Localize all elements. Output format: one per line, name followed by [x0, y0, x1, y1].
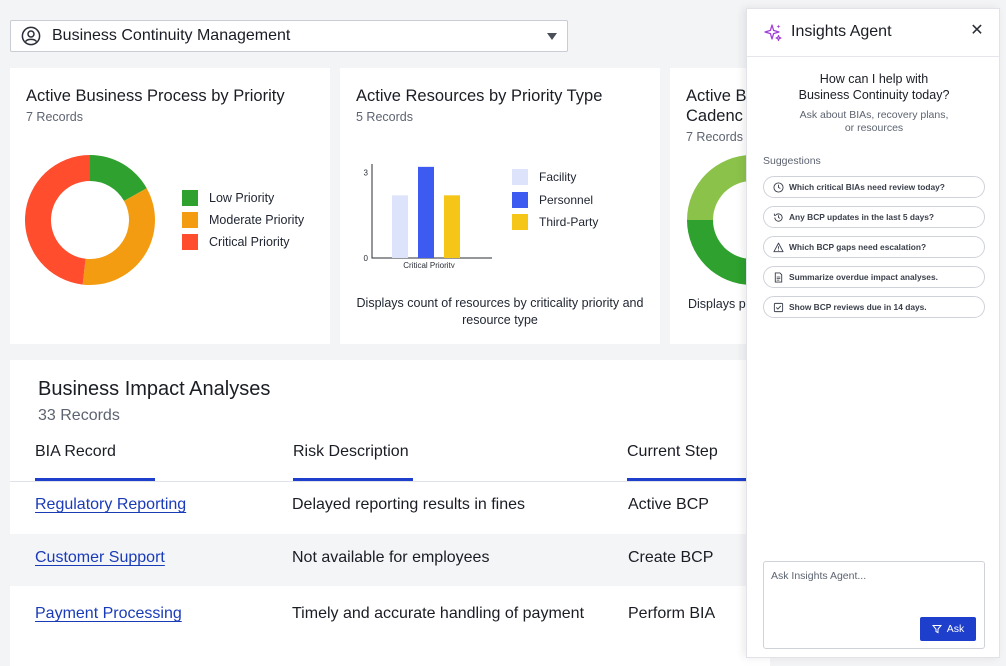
suggestion-text: Any BCP updates in the last 5 days?: [789, 212, 935, 222]
legend-swatch: [512, 191, 528, 208]
y-tick-label: 3: [364, 169, 369, 178]
chart-legend: Low Priority Moderate Priority Critical …: [182, 187, 304, 253]
risk-description: Delayed reporting results in fines: [292, 496, 526, 513]
legend-item: Moderate Priority: [182, 209, 304, 231]
card-description: Displays p: [688, 297, 746, 311]
card-resources-priority-type: Active Resources by Priority Type 5 Reco…: [340, 68, 660, 344]
donut-slice[interactable]: [687, 155, 752, 220]
suggestion-text: Summarize overdue impact analyses.: [789, 272, 938, 282]
table-title: Business Impact Analyses: [38, 378, 271, 400]
table-row[interactable]: Customer Support Not available for emplo…: [10, 534, 770, 586]
chart-legend: Facility Personnel Third-Party: [512, 166, 598, 234]
document-icon: [774, 271, 783, 283]
legend-item: Low Priority: [182, 187, 304, 209]
legend-swatch: [182, 190, 198, 206]
legend-item: Critical Priority: [182, 231, 304, 253]
donut-slice[interactable]: [90, 155, 147, 201]
ask-button-label: Ask: [946, 623, 965, 635]
suggestion-text: Which BCP gaps need escalation?: [789, 242, 927, 252]
business-selector[interactable]: Business Continuity Management: [10, 20, 568, 52]
table-row[interactable]: Payment Processing Timely and accurate h…: [10, 590, 770, 642]
agent-title: Insights Agent: [791, 23, 892, 40]
card-description: Displays count of resources by criticali…: [356, 296, 644, 327]
card-cadence: Active B Cadenc 7 Records Displays p: [670, 68, 760, 344]
card-title: Active Business Process by Priority: [26, 87, 285, 105]
clock-icon: [773, 181, 784, 193]
cadence-donut-chart: [687, 155, 760, 285]
donut-slice[interactable]: [687, 155, 760, 285]
legend-swatch: [512, 169, 528, 186]
table-row[interactable]: Regulatory Reporting Delayed reporting r…: [10, 481, 770, 533]
card-title: Active Resources by Priority Type: [356, 87, 603, 105]
legend-label: Facility: [539, 170, 577, 185]
donut-slice[interactable]: [25, 155, 91, 285]
legend-label: Third-Party: [539, 215, 599, 230]
card-records: 5 Records: [356, 110, 413, 124]
column-underline: [35, 478, 155, 482]
bia-record-link[interactable]: Payment Processing: [35, 605, 182, 622]
column-header-risk-description[interactable]: Risk Description: [293, 443, 409, 460]
current-step: Active BCP: [628, 496, 709, 513]
legend-swatch: [182, 234, 198, 250]
agent-greeting: How can I help with Business Continuity t…: [798, 72, 950, 102]
selector-value: Business Continuity Management: [52, 27, 291, 44]
column-underline: [293, 478, 413, 482]
checkbox-icon: [773, 302, 784, 312]
card-records: 7 Records: [686, 130, 743, 144]
priority-donut-chart: [25, 155, 155, 285]
card-records: 7 Records: [26, 110, 83, 124]
legend-label: Critical Priority: [209, 235, 290, 249]
x-category-label: Critical Priority: [403, 261, 455, 268]
ask-box: Ask: [763, 561, 985, 649]
bia-table-panel: Business Impact Analyses 33 Records BIA …: [10, 360, 770, 666]
suggestion-text: Show BCP reviews due in 14 days.: [789, 302, 927, 312]
suggestion-chip[interactable]: Any BCP updates in the last 5 days?: [763, 206, 985, 228]
agent-header: Insights Agent ✕: [747, 9, 999, 57]
column-underline: [627, 478, 770, 482]
legend-label: Moderate Priority: [209, 213, 305, 227]
close-icon[interactable]: ✕: [970, 22, 984, 39]
bia-record-link[interactable]: Customer Support: [35, 549, 165, 566]
resources-bar-chart: 0 3 Critical Priority: [364, 164, 492, 268]
insights-agent-panel: Insights Agent ✕ How can I help with Busi…: [746, 8, 1000, 658]
warning-icon: [773, 242, 784, 252]
column-header-bia-record[interactable]: BIA Record: [35, 443, 116, 460]
history-icon: [773, 212, 783, 222]
ask-input[interactable]: [771, 570, 977, 582]
legend-swatch: [182, 212, 198, 228]
agent-hint: Ask about BIAs, recovery plans, or resour…: [799, 109, 949, 134]
chevron-down-icon[interactable]: [547, 33, 557, 40]
table-records: 33 Records: [38, 407, 120, 424]
card-business-process-priority: Active Business Process by Priority 7 Re…: [10, 68, 330, 344]
suggestion-chip[interactable]: Show BCP reviews due in 14 days.: [763, 296, 985, 318]
suggestion-chip[interactable]: Which critical BIAs need review today?: [763, 176, 985, 198]
risk-description: Not available for employees: [292, 549, 490, 566]
legend-label: Low Priority: [209, 191, 275, 205]
legend-item: Personnel: [512, 189, 598, 212]
user-icon: [21, 26, 41, 46]
suggestion-chip[interactable]: Which BCP gaps need escalation?: [763, 236, 985, 258]
bar-facility[interactable]: [392, 195, 408, 258]
current-step: Perform BIA: [628, 605, 716, 622]
legend-item: Third-Party: [512, 211, 598, 234]
donut-slice[interactable]: [82, 188, 155, 285]
legend-item: Facility: [512, 166, 598, 189]
bar-personnel[interactable]: [418, 166, 434, 258]
risk-description: Timely and accurate handling of payment: [292, 605, 585, 622]
ask-button[interactable]: Ask: [920, 617, 976, 641]
bia-record-link[interactable]: Regulatory Reporting: [35, 496, 187, 513]
current-step: Create BCP: [628, 549, 714, 566]
legend-label: Personnel: [539, 192, 594, 207]
header-divider: [10, 481, 770, 482]
card-title: Active B Cadenc: [686, 87, 747, 125]
y-tick-label: 0: [364, 254, 369, 263]
suggestions-label: Suggestions: [763, 155, 821, 167]
sparkle-icon: [764, 24, 782, 42]
filter-icon: [931, 625, 942, 634]
bar-third-party[interactable]: [444, 195, 460, 258]
column-header-current-step[interactable]: Current Step: [627, 443, 718, 460]
suggestion-chip[interactable]: Summarize overdue impact analyses.: [763, 266, 985, 288]
legend-swatch: [512, 214, 528, 231]
suggestion-text: Which critical BIAs need review today?: [789, 182, 945, 192]
